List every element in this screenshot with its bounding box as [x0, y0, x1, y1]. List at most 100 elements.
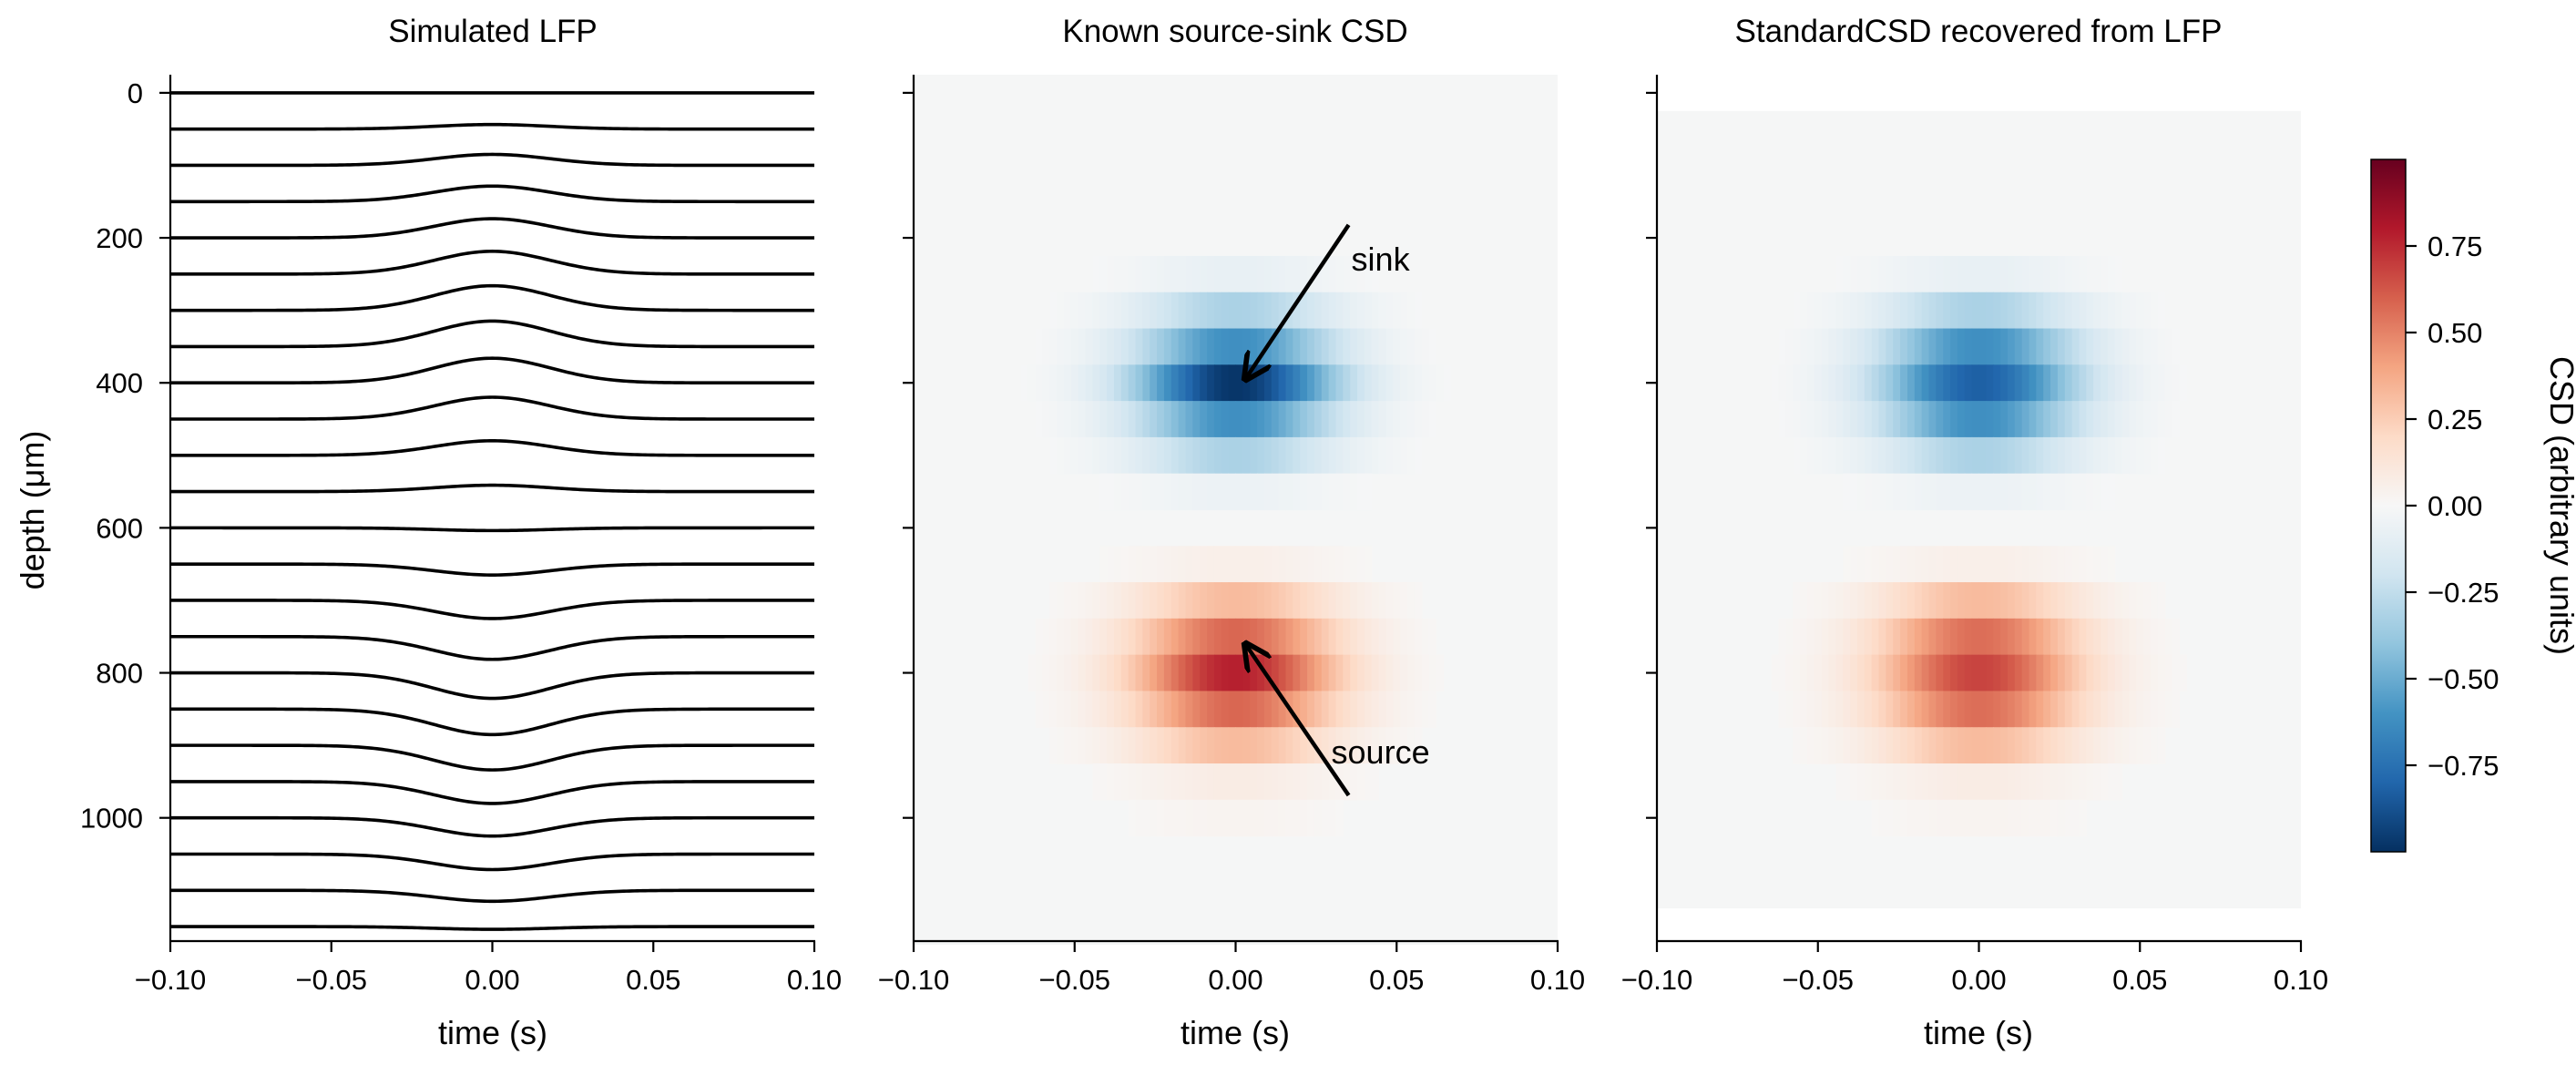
heatmap-cell: [1957, 436, 1966, 475]
heatmap-cell: [1936, 799, 1944, 837]
heatmap-cell: [1828, 727, 1836, 764]
heatmap-cell: [1307, 546, 1315, 583]
heatmap-cell: [1300, 691, 1308, 728]
heatmap-cell: [2136, 691, 2144, 728]
heatmap-cell: [1793, 436, 1801, 475]
heatmap-cell: [1914, 618, 1923, 656]
heatmap-cell: [2064, 582, 2073, 620]
heatmap-cell: [1257, 255, 1265, 293]
lfp-x-axis-label: time (s): [438, 1014, 547, 1051]
heatmap-cell: [1964, 364, 1973, 402]
heatmap-cell: [2121, 436, 2131, 475]
heatmap-cell: [2029, 763, 2037, 801]
heatmap-cell: [1278, 364, 1287, 402]
heatmap-cell: [1914, 436, 1923, 475]
heatmap-cell: [2029, 691, 2037, 728]
heatmap-cell: [1200, 727, 1208, 764]
heatmap-cell: [1893, 436, 1901, 475]
heatmap-cell: [1207, 618, 1215, 656]
heatmap-cell: [1421, 691, 1430, 728]
heatmap-cell: [1936, 364, 1944, 402]
heatmap-cell: [1943, 763, 1951, 801]
heatmap-cell: [1285, 654, 1293, 692]
heatmap-cell: [1986, 255, 1994, 293]
heatmap-cell: [1878, 654, 1886, 692]
heatmap-row: [1049, 436, 1423, 475]
heatmap-cell: [2143, 618, 2152, 656]
heatmap-cell: [1335, 618, 1344, 656]
heatmap-cell: [1135, 546, 1143, 583]
heatmap-cell: [1928, 799, 1937, 837]
y-tick-label: 600: [96, 512, 143, 544]
heatmap-cell: [1314, 763, 1323, 801]
heatmap-cell: [1192, 401, 1201, 438]
heatmap-cell: [1120, 691, 1130, 728]
heatmap-cell: [1900, 727, 1908, 764]
heatmap-cell: [1178, 473, 1187, 511]
heatmap-cell: [1407, 618, 1416, 656]
heatmap-cell: [1993, 582, 2001, 620]
heatmap-cell: [1893, 364, 1901, 402]
heatmap-cell: [1871, 654, 1880, 692]
heatmap-cell: [1128, 401, 1137, 438]
heatmap-cell: [1921, 763, 1930, 801]
heatmap-cell: [1178, 546, 1187, 583]
heatmap-cell: [1200, 473, 1208, 511]
heatmap-cell: [1986, 401, 1994, 438]
heatmap-cell: [1900, 473, 1908, 511]
heatmap-cell: [1393, 292, 1401, 330]
heatmap-cell: [1828, 691, 1836, 728]
heatmap-cell: [1157, 618, 1165, 656]
heatmap-cell: [2043, 763, 2051, 801]
heatmap-cell: [2057, 618, 2066, 656]
heatmap-cell: [1278, 654, 1287, 692]
heatmap-cell: [2164, 691, 2173, 728]
heatmap-cell: [1893, 328, 1901, 365]
heatmap-cell: [1213, 799, 1222, 837]
heatmap-cell: [1878, 799, 1886, 837]
colorbar-tick-label: 0.50: [2428, 317, 2482, 349]
heatmap-cell: [1828, 654, 1836, 692]
heatmap-cell: [2000, 364, 2009, 402]
heatmap-cell: [1986, 436, 1994, 475]
heatmap-cell: [1328, 654, 1337, 692]
heatmap-cell: [2007, 582, 2016, 620]
heatmap-cell: [2079, 799, 2087, 837]
heatmap-cell: [1321, 582, 1330, 620]
heatmap-cell: [1971, 546, 1980, 583]
heatmap-cell: [1785, 328, 1794, 365]
heatmap-cell: [1257, 763, 1265, 801]
heatmap-cell: [2050, 582, 2059, 620]
heatmap-cell: [1057, 618, 1065, 656]
heatmap-cell: [1200, 328, 1208, 365]
heatmap-cell: [1964, 654, 1973, 692]
heatmap-cell: [1185, 691, 1193, 728]
heatmap-cell: [1428, 364, 1437, 402]
heatmap-cell: [2107, 473, 2116, 511]
heatmap-cell: [1893, 691, 1901, 728]
heatmap-cell: [1835, 328, 1844, 365]
heatmap-cell: [1263, 546, 1273, 583]
heatmap-cell: [1135, 401, 1143, 438]
heatmap-cell: [2107, 364, 2116, 402]
x-tick-label: −0.10: [1621, 964, 1692, 996]
heatmap-cell: [2121, 691, 2131, 728]
heatmap-cell: [1343, 473, 1351, 511]
heatmap-cell: [1293, 654, 1301, 692]
heatmap-cell: [1957, 654, 1966, 692]
heatmap-cell: [1250, 255, 1258, 293]
heatmap-cell: [1070, 436, 1079, 475]
heatmap-cell: [2071, 618, 2080, 656]
recovered-csd-heatmap: [1657, 110, 2301, 909]
heatmap-cell: [1049, 582, 1058, 620]
heatmap-cell: [1170, 436, 1180, 475]
heatmap-cell: [1063, 727, 1072, 764]
heatmap-cell: [1943, 799, 1951, 837]
heatmap-cell: [1271, 292, 1280, 330]
heatmap-cell: [2079, 436, 2087, 475]
heatmap-cell: [1385, 292, 1394, 330]
heatmap-cell: [2136, 582, 2144, 620]
heatmap-cell: [2057, 763, 2066, 801]
heatmap-cell: [2014, 364, 2023, 402]
heatmap-cell: [1978, 691, 1987, 728]
